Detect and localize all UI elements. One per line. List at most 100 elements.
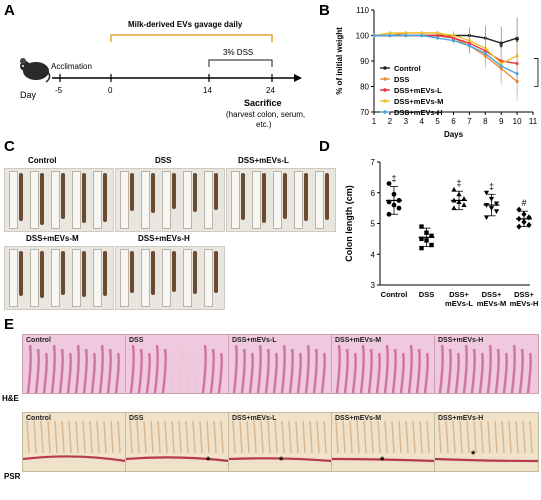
series-point	[404, 31, 408, 35]
series-point	[420, 33, 424, 38]
crypt-structure	[171, 420, 175, 454]
gross-photo-control	[4, 168, 114, 232]
series-point	[436, 36, 440, 40]
crypt-structure	[129, 344, 135, 393]
colon-specimen	[103, 173, 107, 222]
crypt-structure	[193, 352, 199, 393]
category-label: mEVs-H	[510, 299, 539, 308]
crypt-structure	[522, 420, 526, 454]
he-image-dss-mevs-l: DSS+mEVs-L	[228, 334, 333, 394]
crypt-structure	[377, 420, 381, 454]
crypt-structure	[415, 348, 421, 393]
histology-group-label: DSS	[129, 337, 144, 344]
y-tick-label: 5	[371, 220, 376, 229]
crypt-structure	[217, 352, 223, 393]
crypt-structure	[201, 344, 207, 393]
crypt-structure	[232, 420, 236, 454]
crypt-structure	[438, 420, 442, 454]
lesion-star: *	[279, 455, 284, 467]
he-image-control: Control	[22, 334, 127, 394]
crypt-structure	[296, 352, 302, 393]
crypt-structure	[384, 420, 388, 454]
data-point	[396, 205, 402, 211]
ruler	[162, 171, 171, 229]
y-tick-label: 110	[356, 6, 369, 15]
y-tick-label: 4	[371, 250, 376, 259]
crypt-structure	[246, 420, 250, 454]
crypt-structure	[66, 352, 72, 393]
crypt-structure	[42, 352, 48, 393]
ruler	[72, 171, 81, 229]
series-point	[388, 33, 392, 38]
series-point	[436, 31, 440, 35]
colon-specimen	[130, 173, 134, 211]
crypt-structure	[323, 420, 327, 454]
data-point	[419, 236, 424, 242]
series-point	[483, 51, 487, 55]
crypt-structure	[473, 420, 477, 454]
legend-label: Control	[394, 64, 421, 73]
series-point	[451, 39, 456, 43]
histology-group-label: DSS	[129, 415, 144, 422]
crypt-structure	[375, 352, 381, 393]
series-point	[467, 44, 471, 48]
series-line-4	[374, 34, 518, 75]
category-label: DSS	[419, 290, 434, 299]
crypt-structure	[480, 420, 484, 454]
crypt-structure	[309, 420, 313, 454]
ruler	[51, 171, 60, 229]
crypt-structure	[466, 420, 470, 454]
crypt-structure	[494, 420, 498, 454]
tissue-texture	[229, 420, 332, 463]
y-tick-label: 6	[371, 189, 376, 198]
psr-image-dss-mevs-h: DSS+mEVs-H *	[434, 412, 539, 472]
x-tick-label: 8	[483, 117, 488, 126]
colon-specimen	[262, 173, 266, 223]
crypt-structure	[239, 420, 243, 454]
colon-specimen	[40, 173, 44, 225]
crypt-structure	[185, 348, 191, 393]
crypt-structure	[288, 348, 294, 393]
ruler	[183, 249, 192, 307]
legend-marker	[383, 66, 387, 70]
colon-specimen	[172, 173, 176, 209]
collagen-layer	[332, 457, 435, 463]
y-tick-label: 80	[360, 83, 369, 92]
histology-panel: H&E PSR Control Control DSS DSS * DSS+mEVs-L D…	[0, 330, 541, 500]
data-point	[461, 202, 467, 208]
ruler	[141, 249, 150, 307]
data-point	[461, 196, 467, 201]
crypt-structure	[478, 352, 484, 393]
crypt-structure	[40, 420, 44, 454]
data-point	[483, 215, 490, 221]
crypt-structure	[391, 348, 397, 393]
crypt-structure	[370, 420, 374, 454]
crypt-structure	[106, 348, 112, 393]
psr-image-dss-mevs-m: DSS+mEVs-M *	[331, 412, 436, 472]
colon-specimen	[61, 251, 65, 295]
crypt-structure	[213, 420, 217, 454]
crypt-structure	[110, 420, 114, 454]
category-label: mEVs-M	[477, 299, 507, 308]
series-point	[499, 41, 503, 45]
colon-specimen	[241, 173, 245, 220]
crypt-structure	[185, 420, 189, 454]
ruler	[30, 171, 39, 229]
crypt-structure	[143, 420, 147, 454]
crypt-structure	[164, 420, 168, 454]
crypt-structure	[90, 352, 96, 393]
crypt-structure	[274, 420, 278, 454]
significance-mark: ‡	[391, 174, 396, 184]
crypt-structure	[351, 352, 357, 393]
colon-specimen	[151, 251, 155, 295]
crypt-structure	[272, 352, 278, 393]
colon-specimen	[214, 173, 218, 210]
crypt-structure	[501, 420, 505, 454]
crypt-structure	[47, 420, 51, 454]
crypt-structure	[502, 352, 508, 393]
crypt-structure	[129, 420, 133, 454]
crypt-structure	[114, 352, 120, 393]
crypt-structure	[136, 420, 140, 454]
crypt-structure	[232, 344, 238, 393]
